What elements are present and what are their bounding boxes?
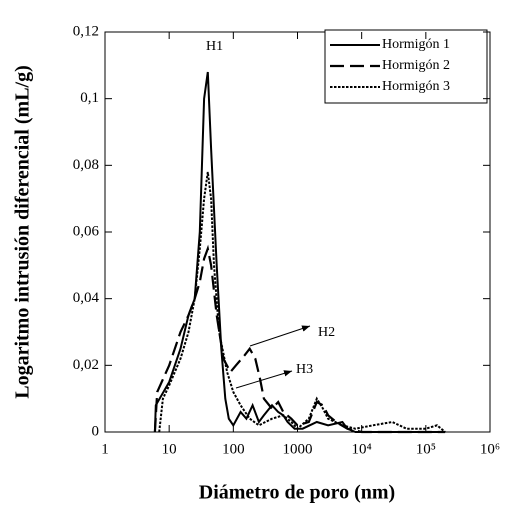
y-axis-title: Logaritmo intrusión diferencial (mL/g) (12, 65, 34, 399)
legend-label: Hormigón 3 (382, 79, 450, 94)
y-tick-label: 0,12 (73, 23, 99, 39)
x-tick-label: 10⁵ (416, 441, 436, 457)
annotation: H3 (296, 362, 313, 377)
data-line (158, 171, 446, 433)
y-tick-label: 0,06 (73, 223, 100, 239)
x-tick-label: 100 (222, 441, 245, 457)
x-tick-label: 10⁶ (480, 441, 500, 457)
x-tick-label: 10⁴ (352, 441, 372, 457)
y-tick-label: 0,08 (73, 157, 99, 173)
x-tick-label: 10 (162, 441, 177, 457)
y-tick-label: 0 (92, 423, 100, 439)
x-tick-label: 1 (101, 441, 109, 457)
data-line (153, 71, 446, 433)
y-tick-label: 0,02 (73, 357, 99, 373)
x-axis-title: Diámetro de poro (nm) (199, 482, 395, 504)
data-line (153, 244, 446, 434)
legend-label: Hormigón 2 (382, 58, 450, 73)
annotation: H2 (318, 325, 335, 340)
annotation-arrow (249, 325, 311, 347)
annotation: H1 (206, 39, 223, 54)
y-tick-label: 0,04 (73, 290, 100, 306)
x-tick-label: 1000 (283, 441, 313, 457)
legend-label: Hormigón 1 (382, 37, 450, 52)
annotation-arrow (235, 370, 293, 389)
y-tick-label: 0,1 (80, 90, 99, 106)
